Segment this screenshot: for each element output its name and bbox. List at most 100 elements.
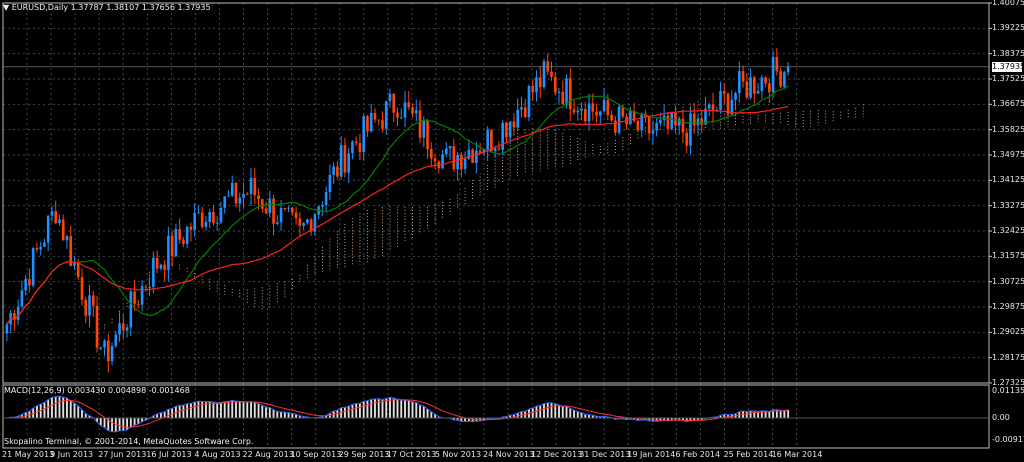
candle-body bbox=[185, 226, 189, 244]
candle-body bbox=[114, 334, 118, 347]
time-tick-label: 27 Jun 2013 bbox=[98, 450, 147, 459]
candle-body bbox=[614, 120, 617, 133]
candle-body bbox=[140, 286, 144, 305]
candle-body bbox=[591, 103, 595, 112]
candle-body bbox=[110, 346, 114, 362]
candle-body bbox=[99, 347, 103, 349]
candle-body bbox=[764, 77, 767, 84]
candle-body bbox=[726, 93, 730, 115]
candle-body bbox=[388, 93, 392, 102]
candle-body bbox=[490, 129, 493, 152]
candle-body bbox=[5, 324, 9, 334]
candle-body bbox=[313, 214, 317, 232]
price-tick-label: 1.36675 bbox=[992, 99, 1024, 109]
candle-body bbox=[599, 111, 602, 116]
candle-body bbox=[302, 223, 305, 226]
time-tick-label: 17 Oct 2013 bbox=[386, 450, 437, 459]
candle-body bbox=[234, 182, 238, 204]
candle-body bbox=[640, 113, 643, 131]
candle-body bbox=[362, 116, 366, 152]
candle-body bbox=[268, 198, 272, 214]
candle-body bbox=[392, 93, 396, 113]
candle-body bbox=[426, 120, 429, 150]
symbol-title: EURUSD,Daily bbox=[11, 3, 69, 12]
candle-body bbox=[121, 323, 125, 331]
price-tick-label: 1.37525 bbox=[992, 74, 1024, 83]
dropdown-arrow-icon[interactable]: ▼ bbox=[3, 3, 10, 12]
candle-body bbox=[475, 150, 478, 163]
time-tick-label: 21 May 2013 bbox=[2, 450, 55, 459]
candle-body bbox=[298, 218, 302, 226]
price-tick-label: 1.40075 bbox=[992, 0, 1024, 7]
time-tick-label: 10 Sep 2013 bbox=[290, 450, 342, 459]
candle-body bbox=[200, 212, 204, 227]
candle-body bbox=[771, 56, 775, 93]
candle-body bbox=[13, 313, 16, 321]
candle-body bbox=[148, 286, 151, 288]
candle-body bbox=[69, 236, 73, 266]
candle-body bbox=[24, 279, 27, 291]
candle-body bbox=[760, 77, 764, 91]
price-tick-label: 1.35825 bbox=[992, 124, 1024, 134]
candle-body bbox=[31, 247, 35, 286]
candle-body bbox=[245, 193, 249, 195]
candle-body bbox=[523, 107, 527, 118]
candle-body bbox=[170, 235, 174, 257]
candle-body bbox=[587, 103, 591, 122]
macd-tick-label: -0.009175 bbox=[992, 435, 1024, 444]
candle-body bbox=[681, 118, 685, 133]
candle-body bbox=[621, 106, 625, 117]
candle-body bbox=[606, 99, 610, 115]
candle-body bbox=[711, 104, 715, 112]
candlestick-series bbox=[5, 47, 790, 373]
candle-body bbox=[366, 116, 369, 132]
candle-body bbox=[486, 129, 489, 150]
candle-body bbox=[178, 229, 181, 240]
candle-body bbox=[704, 108, 707, 125]
candle-body bbox=[478, 150, 482, 154]
current-price-tag: 1.37935 bbox=[992, 61, 1024, 72]
candle-body bbox=[137, 303, 140, 305]
candle-body bbox=[602, 99, 606, 112]
candle-body bbox=[730, 99, 734, 115]
candle-body bbox=[568, 78, 572, 110]
candle-body bbox=[553, 76, 557, 93]
candle-body bbox=[133, 291, 136, 304]
candle-body bbox=[700, 118, 704, 125]
candle-body bbox=[343, 145, 347, 173]
candle-body bbox=[275, 222, 279, 224]
candle-body bbox=[565, 78, 568, 105]
candle-body bbox=[193, 212, 196, 230]
candle-body bbox=[58, 219, 61, 224]
candle-body bbox=[407, 102, 411, 108]
candle-body bbox=[745, 81, 749, 98]
candle-body bbox=[61, 219, 65, 241]
price-tick-label: 1.39225 bbox=[992, 23, 1024, 33]
candle-body bbox=[159, 264, 163, 269]
candle-body bbox=[336, 166, 339, 177]
candle-body bbox=[204, 221, 208, 227]
candle-body bbox=[339, 145, 343, 177]
macd-indicator bbox=[6, 395, 790, 433]
time-tick-label: 6 Feb 2014 bbox=[675, 450, 721, 459]
candle-body bbox=[227, 195, 230, 197]
candle-body bbox=[73, 263, 76, 266]
price-tick-label: 1.29875 bbox=[992, 302, 1024, 311]
candle-body bbox=[174, 229, 178, 257]
candle-body bbox=[753, 77, 756, 94]
candle-body bbox=[28, 279, 31, 286]
ma-fast-line bbox=[6, 85, 789, 325]
candle-body bbox=[103, 340, 106, 348]
candle-body bbox=[493, 148, 497, 152]
candle-body bbox=[737, 71, 741, 94]
copyright-text: Skopalino Terminal, © 2001-2014, MetaQuo… bbox=[4, 437, 254, 446]
candle-body bbox=[16, 306, 20, 321]
candle-body bbox=[279, 207, 283, 223]
candle-body bbox=[396, 112, 399, 118]
candle-body bbox=[692, 113, 696, 126]
price-tick-label: 1.29025 bbox=[992, 327, 1024, 337]
chart-title: ▼ EURUSD,Daily 1.37787 1.38107 1.37656 1… bbox=[3, 3, 211, 12]
candle-body bbox=[39, 246, 42, 250]
candle-body bbox=[670, 112, 674, 129]
